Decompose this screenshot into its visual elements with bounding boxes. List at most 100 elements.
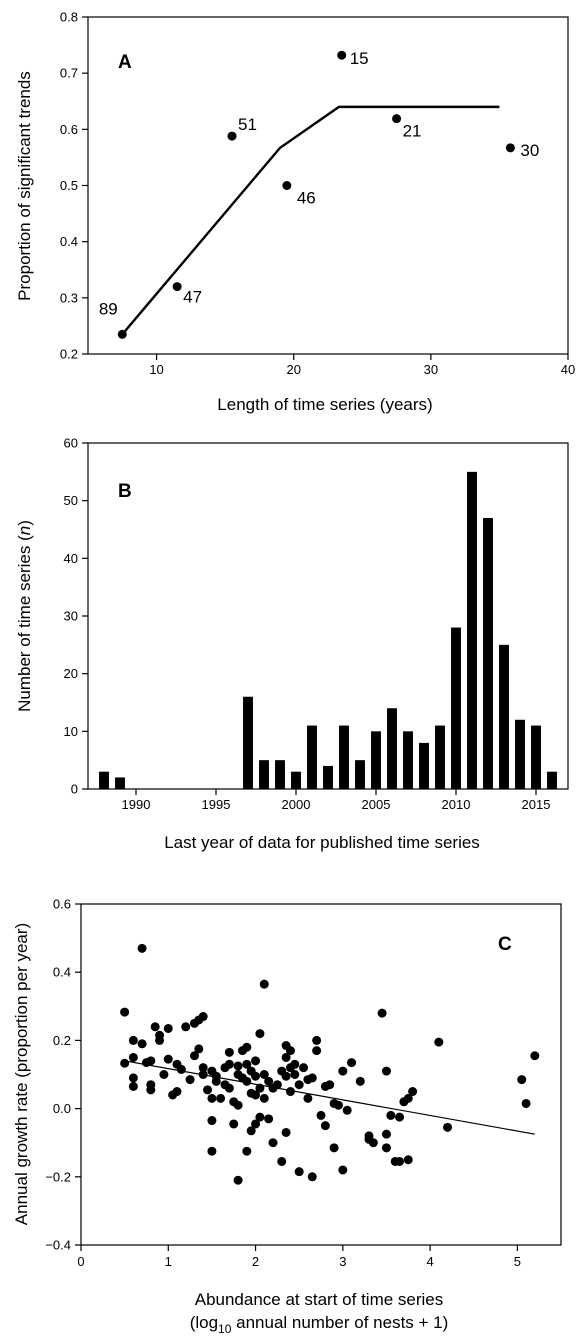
- panel-a-point-label: 47: [183, 288, 202, 307]
- panel-c-x-title-2-part1: (log: [190, 1313, 218, 1332]
- panel-c-point: [185, 1075, 195, 1085]
- panel-c-point: [198, 1070, 208, 1079]
- panel-c-point: [242, 1059, 252, 1069]
- panel-c-point: [294, 1167, 304, 1177]
- panel-c-point: [264, 1114, 274, 1124]
- panel-c-x-tick-label: 4: [426, 1254, 433, 1269]
- panel-c-point: [198, 1063, 208, 1073]
- panel-a-point-label: 21: [403, 122, 422, 141]
- panel-b-x-tick-label: 2015: [522, 797, 551, 812]
- panel-b-x-tick-label: 2010: [442, 797, 471, 812]
- panel-c-x-tick-label: 2: [252, 1254, 259, 1269]
- panel-a-x-tick-label: 30: [424, 362, 438, 377]
- panel-c-point: [255, 1083, 265, 1093]
- panel-a-y-tick-label: 0.4: [60, 234, 78, 249]
- panel-c-point: [347, 1058, 357, 1068]
- panel-c-point: [329, 1143, 339, 1153]
- panel-c-plot-frame: [80, 903, 562, 1246]
- panel-c-y-tick-label: 0.0: [53, 1101, 71, 1116]
- panel-c-point: [521, 1098, 531, 1108]
- panel-b-letter: B: [118, 481, 132, 502]
- panel-c-point: [381, 1129, 391, 1139]
- panel-c-point: [120, 1007, 130, 1017]
- panel-b-bar: [259, 760, 269, 789]
- panel-b-bar: [307, 725, 317, 789]
- panel-c-point: [242, 1042, 252, 1052]
- panel-c-point: [395, 1112, 405, 1122]
- panel-c-point: [216, 1093, 226, 1103]
- panel-c-point: [434, 1037, 444, 1047]
- panel-c-point: [281, 1052, 291, 1062]
- panel-c-point: [255, 1112, 265, 1122]
- panel-b-bar: [387, 708, 397, 789]
- panel-c-point: [146, 1056, 156, 1066]
- panel-c-point: [395, 1156, 405, 1166]
- panel-c-point: [368, 1138, 378, 1148]
- panel-a-x-title: Length of time series (years): [217, 395, 432, 414]
- panel-b-y-title: Number of time series (n): [15, 520, 34, 712]
- panel-c-point: [312, 1046, 322, 1056]
- panel-c-fit-line: [124, 1060, 535, 1135]
- panel-b-y-tick-label: 20: [64, 666, 78, 681]
- panel-c-point: [176, 1064, 186, 1074]
- panel-a-y-tick-label: 0.7: [60, 66, 78, 81]
- panel-b-y-tick-label: 30: [64, 609, 78, 624]
- panel-b-plot-frame: [87, 442, 569, 790]
- panel-b-x-tick-label: 2000: [282, 797, 311, 812]
- panel-c-y-tick-label: 0.6: [53, 897, 71, 912]
- panel-c-point: [303, 1093, 313, 1103]
- panel-a-point: [172, 282, 182, 292]
- panel-c-point: [137, 1039, 147, 1049]
- panel-b-y-tick-label: 0: [71, 782, 78, 797]
- panel-b-y-title-italic: n: [15, 526, 34, 535]
- panel-a-point: [282, 181, 292, 190]
- panel-b-bar: [451, 627, 461, 789]
- panel-b-bar: [531, 725, 541, 789]
- panel-c-point: [386, 1110, 396, 1120]
- panel-c-point: [233, 1061, 243, 1071]
- panel-c-point: [159, 1070, 169, 1079]
- panel-a-point: [505, 143, 515, 153]
- panel-c-point: [251, 1090, 261, 1100]
- panel-c-point: [251, 1071, 261, 1081]
- panel-a-point: [117, 329, 127, 339]
- panel-b-y-tick-label: 10: [64, 724, 78, 739]
- panel-c-point: [137, 943, 147, 953]
- panel-b-bar: [275, 760, 285, 789]
- panel-c-point: [120, 1058, 130, 1068]
- panel-b-y-tick-label: 50: [64, 493, 78, 508]
- panel-c-point: [233, 1175, 243, 1185]
- panel-c-point: [181, 1022, 191, 1032]
- panel-a-y-tick-label: 0.8: [60, 10, 78, 25]
- panel-c-point: [333, 1100, 343, 1110]
- panel-c-y-title: Annual growth rate (proportion per year): [12, 923, 31, 1225]
- panel-b-bar: [403, 731, 413, 789]
- panel-c-point: [259, 1093, 269, 1103]
- panel-c-point: [307, 1073, 317, 1083]
- panel-a-point-label: 51: [238, 115, 257, 134]
- panel-c-point: [155, 1030, 165, 1040]
- panel-c-point: [290, 1059, 300, 1069]
- panel-a-point-label: 15: [350, 49, 369, 68]
- panel-c: C Abundance at start of time series (log…: [12, 897, 562, 1336]
- panel-c-point: [517, 1075, 527, 1085]
- panel-b-bar: [483, 517, 493, 789]
- panel-b-y-title-part1: Number of time series (: [15, 535, 34, 712]
- panel-c-point: [224, 1059, 234, 1069]
- panel-c-point: [128, 1073, 138, 1083]
- panel-c-point: [316, 1110, 326, 1120]
- panel-c-point: [290, 1070, 300, 1079]
- panel-a-point: [337, 50, 347, 60]
- panel-c-point: [242, 1146, 252, 1156]
- panel-c-point: [128, 1035, 138, 1045]
- panel-c-point: [530, 1051, 540, 1061]
- panel-a-x-tick-label: 40: [561, 362, 575, 377]
- panel-c-point: [338, 1165, 348, 1175]
- panel-a-y-title: Proportion of significant trends: [15, 71, 34, 301]
- panel-b-bar: [99, 771, 109, 789]
- panel-c-point: [207, 1093, 217, 1103]
- panel-c-point: [255, 1029, 265, 1039]
- panel-c-x-tick-label: 1: [165, 1254, 172, 1269]
- panel-c-point: [251, 1056, 261, 1066]
